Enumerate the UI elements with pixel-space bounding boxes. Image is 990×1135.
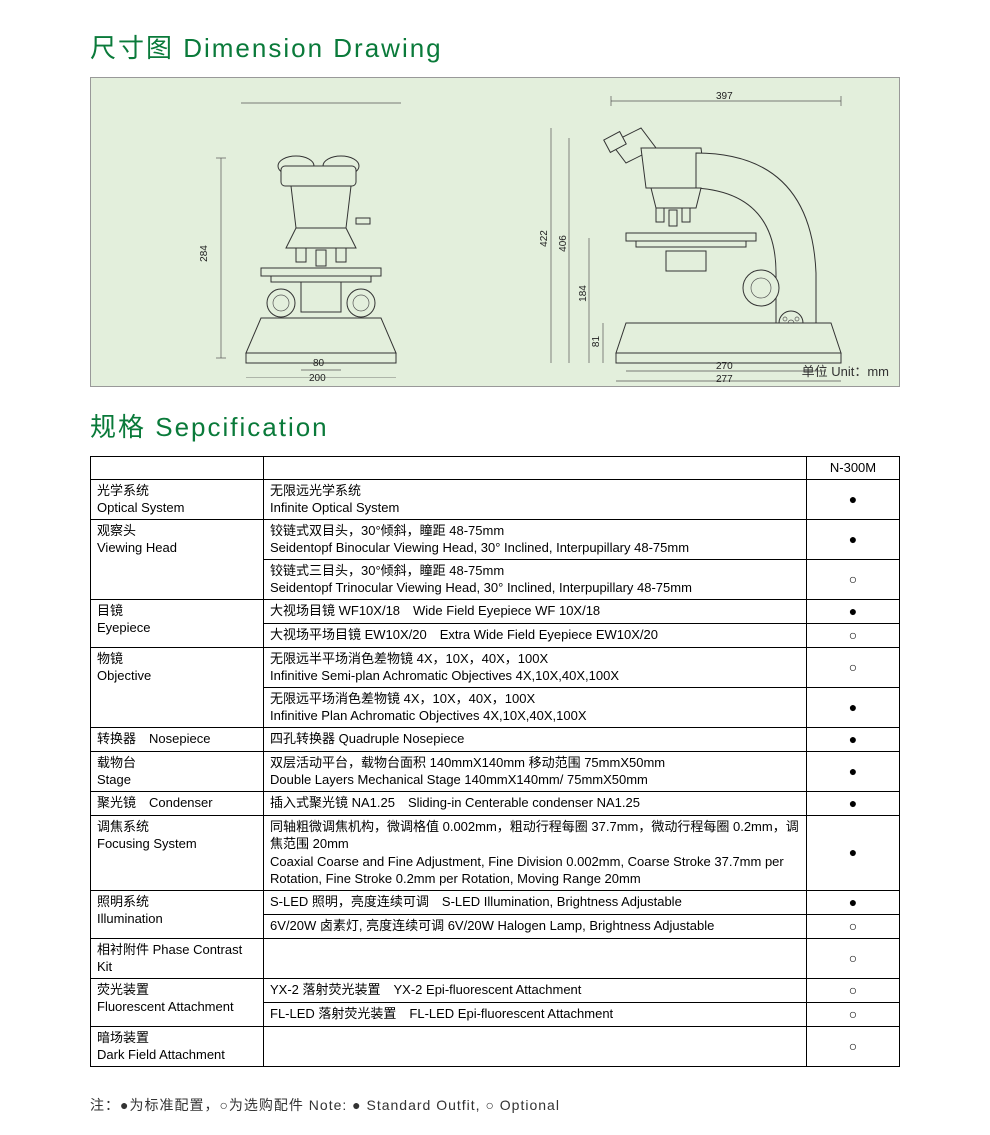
row-label: 暗场装置Dark Field Attachment (91, 1026, 264, 1066)
row-desc: 插入式聚光镜 NA1.25 Sliding-in Centerable cond… (264, 791, 807, 815)
row-mark: ○ (807, 647, 900, 687)
row-desc: 铰链式双目头，30°倾斜，瞳距 48-75mmSeidentopf Binocu… (264, 519, 807, 559)
row-mark: ● (807, 791, 900, 815)
table-row: 光学系统Optical System无限远光学系统Infinite Optica… (91, 479, 900, 519)
dim-base-80: 80 (313, 358, 324, 369)
dim-height-284: 284 (199, 245, 210, 262)
row-label: 光学系统Optical System (91, 479, 264, 519)
row-mark: ● (807, 599, 900, 623)
table-row: 照明系统IlluminationS-LED 照明，亮度连续可调 S-LED Il… (91, 890, 900, 914)
row-label: 物镜Objective (91, 647, 264, 727)
row-desc: 双层活动平台，载物台面积 140mmX140mm 移动范围 75mmX50mmD… (264, 751, 807, 791)
row-mark: ○ (807, 938, 900, 978)
table-row: 荧光装置Fluorescent AttachmentYX-2 落射荧光装置 YX… (91, 978, 900, 1002)
header-blank-1 (91, 457, 264, 480)
row-label: 聚光镜 Condenser (91, 791, 264, 815)
row-desc (264, 938, 807, 978)
table-row: 聚光镜 Condenser插入式聚光镜 NA1.25 Sliding-in Ce… (91, 791, 900, 815)
dim-h-184: 184 (578, 285, 589, 302)
footnote: 注：●为标准配置，○为选购配件 Note: ● Standard Outfit,… (90, 1095, 900, 1115)
row-mark: ● (807, 751, 900, 791)
row-mark: ● (807, 727, 900, 751)
row-label: 照明系统Illumination (91, 890, 264, 938)
row-desc: 大视场目镜 WF10X/18 Wide Field Eyepiece WF 10… (264, 599, 807, 623)
dim-d-270: 270 (716, 361, 733, 372)
specification-table: N-300M 光学系统Optical System无限远光学系统Infinite… (90, 456, 900, 1067)
table-row: 调焦系统Focusing System同轴粗微调焦机构，微调格值 0.002mm… (91, 815, 900, 890)
row-desc: 无限远光学系统Infinite Optical System (264, 479, 807, 519)
row-label: 相衬附件 Phase Contrast Kit (91, 938, 264, 978)
model-header: N-300M (807, 457, 900, 480)
row-mark: ● (807, 815, 900, 890)
table-row: 转换器 Nosepiece四孔转换器 Quadruple Nosepiece● (91, 727, 900, 751)
row-desc: YX-2 落射荧光装置 YX-2 Epi-fluorescent Attachm… (264, 978, 807, 1002)
table-row: 暗场装置Dark Field Attachment ○ (91, 1026, 900, 1066)
row-desc: 6V/20W 卤素灯, 亮度连续可调 6V/20W Halogen Lamp, … (264, 914, 807, 938)
microscope-side-view: 397 422 406 184 81 270 277 (531, 93, 851, 388)
row-desc: FL-LED 落射荧光装置 FL-LED Epi-fluorescent Att… (264, 1002, 807, 1026)
microscope-front-view: 284 80 200 (201, 98, 421, 383)
row-label: 目镜Eyepiece (91, 599, 264, 647)
table-row: 相衬附件 Phase Contrast Kit ○ (91, 938, 900, 978)
row-mark: ○ (807, 914, 900, 938)
row-desc: 铰链式三目头，30°倾斜，瞳距 48-75mmSeidentopf Trinoc… (264, 559, 807, 599)
table-row: 物镜Objective无限远半平场消色差物镜 4X，10X，40X，100XIn… (91, 647, 900, 687)
table-row: 观察头Viewing Head铰链式双目头，30°倾斜，瞳距 48-75mmSe… (91, 519, 900, 559)
table-row: 载物台Stage双层活动平台，载物台面积 140mmX140mm 移动范围 75… (91, 751, 900, 791)
dim-h-406: 406 (558, 235, 569, 252)
row-label: 载物台Stage (91, 751, 264, 791)
dim-top-397: 397 (716, 91, 733, 102)
table-row: 目镜Eyepiece大视场目镜 WF10X/18 Wide Field Eyep… (91, 599, 900, 623)
row-desc (264, 1026, 807, 1066)
dim-h-422: 422 (539, 230, 550, 247)
row-mark: ● (807, 890, 900, 914)
row-label: 调焦系统Focusing System (91, 815, 264, 890)
unit-label: 单位 Unit：mm (802, 361, 889, 380)
row-desc: 无限远平场消色差物镜 4X，10X，40X，100XInfinitive Pla… (264, 687, 807, 727)
dimension-title: 尺寸图 Dimension Drawing (90, 28, 900, 65)
row-mark: ● (807, 687, 900, 727)
row-desc: 同轴粗微调焦机构，微调格值 0.002mm，粗动行程每圈 37.7mm，微动行程… (264, 815, 807, 890)
row-desc: 四孔转换器 Quadruple Nosepiece (264, 727, 807, 751)
row-mark: ● (807, 519, 900, 559)
row-mark: ○ (807, 559, 900, 599)
row-desc: 无限远半平场消色差物镜 4X，10X，40X，100XInfinitive Se… (264, 647, 807, 687)
dim-base-200: 200 (309, 373, 326, 384)
specification-title: 规格 Sepcification (90, 407, 900, 444)
row-mark: ○ (807, 623, 900, 647)
row-label: 转换器 Nosepiece (91, 727, 264, 751)
row-mark: ○ (807, 1002, 900, 1026)
row-desc: S-LED 照明，亮度连续可调 S-LED Illumination, Brig… (264, 890, 807, 914)
row-desc: 大视场平场目镜 EW10X/20 Extra Wide Field Eyepie… (264, 623, 807, 647)
row-label: 观察头Viewing Head (91, 519, 264, 599)
row-mark: ○ (807, 1026, 900, 1066)
row-label: 荧光装置Fluorescent Attachment (91, 978, 264, 1026)
row-mark: ○ (807, 978, 900, 1002)
row-mark: ● (807, 479, 900, 519)
dim-d-277: 277 (716, 374, 733, 385)
dim-h-81: 81 (591, 336, 602, 347)
header-blank-2 (264, 457, 807, 480)
dimension-diagram: 284 80 200 (90, 77, 900, 387)
